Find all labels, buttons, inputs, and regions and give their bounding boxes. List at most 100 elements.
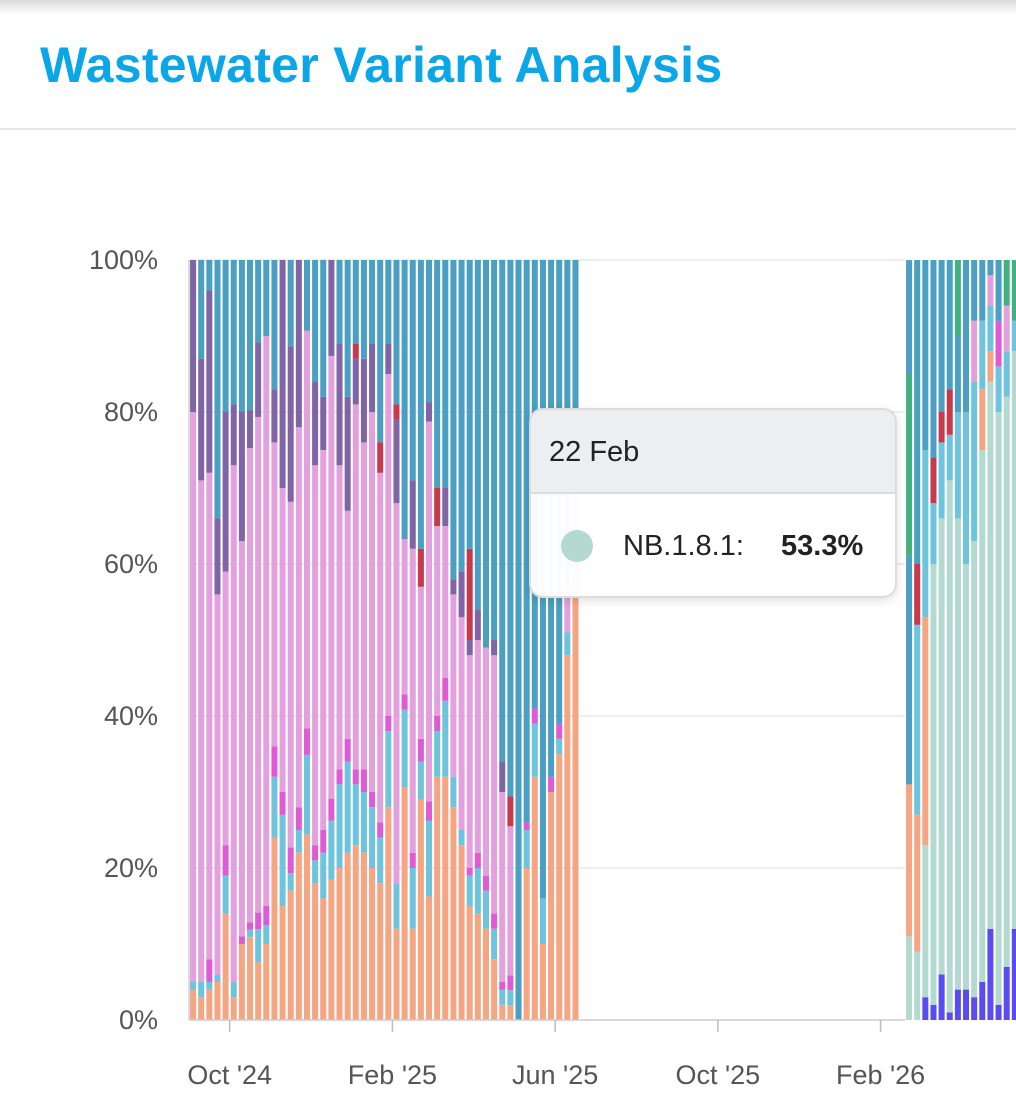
bar-segment [409,260,416,481]
bar-segment [328,879,335,1020]
bar-segment [336,465,343,770]
bar-segment [255,260,262,343]
bar-segment [377,472,384,823]
bar-segment [491,655,498,914]
bar-segment [295,260,302,428]
bar-segment [938,974,945,1020]
bar-segment [995,366,1002,412]
bar-segment [385,716,392,732]
bar-segment [938,442,945,519]
bar-segment [523,868,530,1020]
bar-segment [914,564,921,625]
bar-segment [263,336,270,906]
bar-segment [247,922,254,930]
page-title: Wastewater Variant Analysis [40,37,723,93]
bar-segment [930,564,937,1005]
bar-segment [987,381,994,929]
bar-segment [230,260,237,405]
bar-segment [271,389,278,443]
bar-segment [230,404,237,466]
bar-segment [352,404,359,770]
bar-segment [426,402,433,422]
bar-segment [255,342,262,417]
bar-segment [499,260,506,762]
bar-segment [401,539,408,695]
x-tick-label: Oct '25 [676,1060,761,1090]
bar-segment [979,320,986,390]
bar-segment [442,678,449,701]
bar-segment [320,260,327,397]
bar-segment [954,336,961,412]
bar-segment [393,503,400,884]
bar-segment [344,510,351,739]
x-tick-label: Feb '25 [348,1060,437,1090]
bar-segment [312,381,319,466]
bar-segment [507,796,514,827]
bar-segment [230,997,237,1020]
bar-segment [328,355,335,799]
bar-segment [206,260,213,291]
bar-segment [1011,928,1016,1020]
bar-segment [979,260,986,321]
bar-segment [230,982,237,998]
bar-segment [238,944,245,1020]
top-shadow [0,0,1016,14]
chart-tooltip: 22 Feb NB.1.8.1: 53.3% [529,408,897,598]
bar-segment [369,412,376,792]
bar-segment [336,784,343,868]
bar-segment [466,906,473,1020]
bar-segment [279,488,286,792]
bar-segment [906,374,913,557]
bar-segment [946,434,953,481]
y-tick-label: 0% [119,1005,158,1035]
bar-segment [369,260,376,344]
bar-segment [360,358,367,443]
bar-segment [247,929,254,938]
tooltip-swatch-dot [561,530,593,562]
bar-segment [1003,396,1010,967]
bar-segment [922,845,929,998]
bar-segment [344,761,351,853]
bar-segment [409,852,416,868]
variant-stacked-bar-chart: 0% 20% 40% 60% 80% 100% Oct '24 Feb '25 Jun '25 O… [89,245,1016,1090]
bar-segment [474,260,481,610]
bar-segment [442,260,449,488]
bar-segment [247,410,254,449]
bar-segment [417,738,424,762]
bar-segment [377,837,384,884]
bar-segment [556,723,563,739]
bar-segment [214,982,221,1020]
bar-segment [287,501,294,848]
bar-segment [255,962,262,1020]
bar-segment [222,913,229,1020]
bar-segment [303,754,310,835]
bar-segment [295,852,302,1020]
bar-segment [369,807,376,868]
bar-segment [312,465,319,846]
y-tick-label: 100% [89,245,158,275]
bar-segment [409,480,416,549]
y-tick-label: 80% [104,397,158,427]
bar-segment [352,769,359,785]
bar-segment [458,571,465,618]
bar-segment [930,457,937,504]
bar-segment [482,260,489,648]
bar-segment [198,260,205,359]
bar-segment [548,792,555,1020]
bar-segment [287,890,294,1020]
bar-segment [303,260,310,331]
bar-segment [360,792,367,853]
bar-segment [426,896,433,1020]
bar-segment [238,936,245,944]
bar-segment [206,989,213,1020]
bar-segment [271,442,278,747]
bar-segment [906,556,913,785]
bar-segment [393,419,400,504]
bar-segment [482,647,489,876]
bar-segment [979,982,986,1020]
bar-segment [914,624,921,815]
bar-segment [572,586,579,1020]
bar-segment [206,982,213,990]
bar-segment [279,792,286,815]
bar-segment [320,852,327,899]
